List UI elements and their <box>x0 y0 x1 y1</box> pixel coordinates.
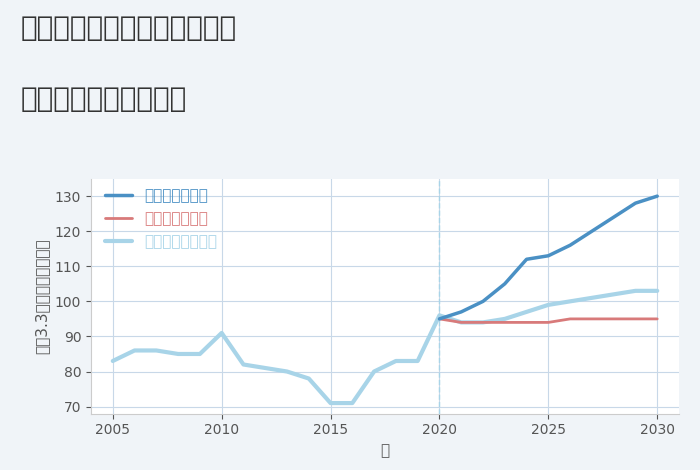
グッドシナリオ <box>522 257 531 262</box>
Line: グッドシナリオ: グッドシナリオ <box>440 196 657 319</box>
ノーマルシナリオ <box>631 288 640 294</box>
X-axis label: 年: 年 <box>380 443 390 458</box>
バッドシナリオ <box>435 316 444 322</box>
グッドシナリオ <box>653 193 662 199</box>
バッドシナリオ <box>457 320 466 325</box>
ノーマルシナリオ <box>457 320 466 325</box>
バッドシナリオ <box>500 320 509 325</box>
グッドシナリオ <box>588 228 596 234</box>
ノーマルシナリオ <box>108 358 117 364</box>
グッドシナリオ <box>566 243 574 248</box>
バッドシナリオ <box>588 316 596 322</box>
バッドシナリオ <box>544 320 552 325</box>
ノーマルシナリオ <box>566 298 574 304</box>
グッドシナリオ <box>544 253 552 258</box>
ノーマルシナリオ <box>522 309 531 315</box>
ノーマルシナリオ <box>326 400 335 406</box>
Y-axis label: 坪（3.3㎡）単価（万円）: 坪（3.3㎡）単価（万円） <box>34 238 49 354</box>
ノーマルシナリオ <box>653 288 662 294</box>
ノーマルシナリオ <box>283 368 291 374</box>
ノーマルシナリオ <box>610 291 618 297</box>
ノーマルシナリオ <box>348 400 356 406</box>
ノーマルシナリオ <box>261 365 270 371</box>
グッドシナリオ <box>457 309 466 315</box>
グッドシナリオ <box>435 316 444 322</box>
ノーマルシナリオ <box>435 313 444 318</box>
ノーマルシナリオ <box>500 316 509 322</box>
ノーマルシナリオ <box>304 376 313 381</box>
ノーマルシナリオ <box>414 358 422 364</box>
ノーマルシナリオ <box>479 320 487 325</box>
バッドシナリオ <box>653 316 662 322</box>
グッドシナリオ <box>479 298 487 304</box>
ノーマルシナリオ <box>196 351 204 357</box>
ノーマルシナリオ <box>152 348 160 353</box>
ノーマルシナリオ <box>174 351 182 357</box>
ノーマルシナリオ <box>370 368 378 374</box>
Line: ノーマルシナリオ: ノーマルシナリオ <box>113 291 657 403</box>
ノーマルシナリオ <box>544 302 552 308</box>
Text: 大阪府大阪市東淀川区豊里の: 大阪府大阪市東淀川区豊里の <box>21 14 237 42</box>
グッドシナリオ <box>631 200 640 206</box>
Line: バッドシナリオ: バッドシナリオ <box>440 319 657 322</box>
バッドシナリオ <box>610 316 618 322</box>
ノーマルシナリオ <box>239 362 248 368</box>
バッドシナリオ <box>479 320 487 325</box>
バッドシナリオ <box>566 316 574 322</box>
ノーマルシナリオ <box>130 348 139 353</box>
ノーマルシナリオ <box>218 330 226 336</box>
バッドシナリオ <box>631 316 640 322</box>
Text: 中古戸建ての価格推移: 中古戸建ての価格推移 <box>21 85 188 113</box>
バッドシナリオ <box>522 320 531 325</box>
Legend: グッドシナリオ, バッドシナリオ, ノーマルシナリオ: グッドシナリオ, バッドシナリオ, ノーマルシナリオ <box>104 188 217 249</box>
ノーマルシナリオ <box>588 295 596 301</box>
ノーマルシナリオ <box>392 358 400 364</box>
グッドシナリオ <box>500 281 509 287</box>
グッドシナリオ <box>610 214 618 220</box>
